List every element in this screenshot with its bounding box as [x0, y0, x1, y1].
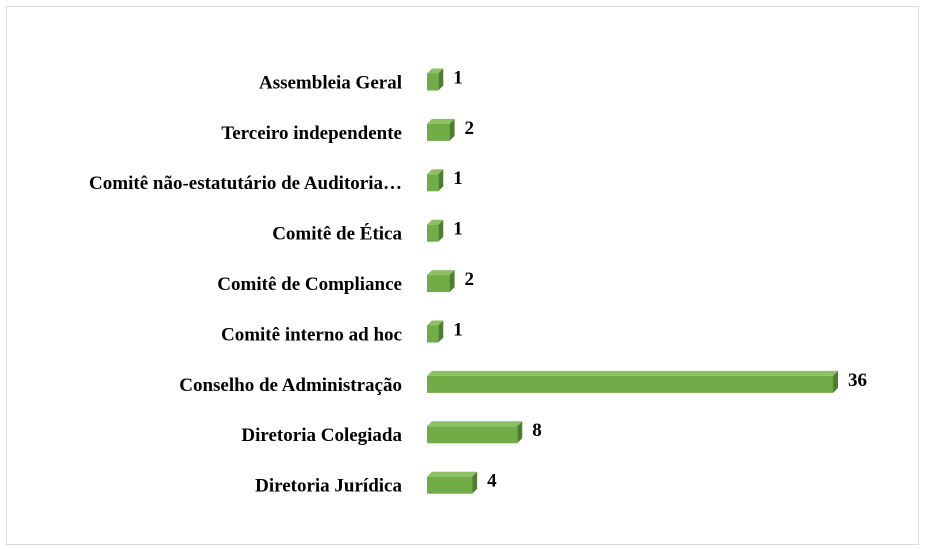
bar: [427, 174, 439, 192]
bar: [427, 224, 439, 242]
category-label: Comitê de Compliance: [217, 274, 402, 295]
value-label: 1: [453, 168, 463, 189]
bar: [427, 375, 833, 393]
category-label: Comitê interno ad hoc: [221, 324, 402, 345]
bar-top: [427, 118, 455, 124]
bar-top: [427, 421, 523, 427]
bar: [427, 73, 439, 91]
value-label: 1: [453, 67, 463, 88]
value-label: 1: [453, 219, 463, 240]
category-label: Comitê de Ética: [272, 223, 402, 245]
bar-side: [438, 320, 444, 343]
category-label: Diretoria Jurídica: [255, 476, 402, 497]
bar-top: [427, 219, 444, 225]
bar: [427, 275, 450, 293]
bar: [427, 426, 518, 444]
category-label: Assembleia Geral: [259, 72, 402, 93]
bar-top: [427, 471, 478, 477]
bar-side: [438, 219, 444, 242]
bar-side: [833, 370, 838, 393]
bar-top: [427, 320, 444, 326]
bar-side: [517, 421, 523, 444]
value-label: 2: [465, 118, 475, 139]
bar-top: [427, 370, 838, 376]
bar: [427, 476, 473, 494]
value-label: 2: [465, 269, 475, 290]
value-label: 4: [487, 471, 497, 492]
value-label: 36: [848, 370, 867, 391]
chart-frame: [6, 6, 919, 545]
category-label: Terceiro independente: [221, 123, 402, 144]
bar-top: [427, 68, 444, 74]
bar-side: [472, 471, 478, 494]
bar: [427, 123, 450, 141]
category-label: Conselho de Administração: [179, 375, 402, 396]
value-label: 1: [453, 319, 463, 340]
category-label: Diretoria Colegiada: [241, 425, 402, 446]
bar-side: [449, 270, 455, 293]
bar-top: [427, 270, 455, 276]
bar-side: [438, 169, 444, 192]
bar-side: [438, 68, 444, 91]
bar-top: [427, 169, 444, 175]
bar-side: [449, 118, 455, 141]
bar: [427, 325, 439, 343]
value-label: 8: [532, 420, 542, 441]
category-label: Comitê não-estatutário de Auditoria…: [89, 173, 402, 194]
